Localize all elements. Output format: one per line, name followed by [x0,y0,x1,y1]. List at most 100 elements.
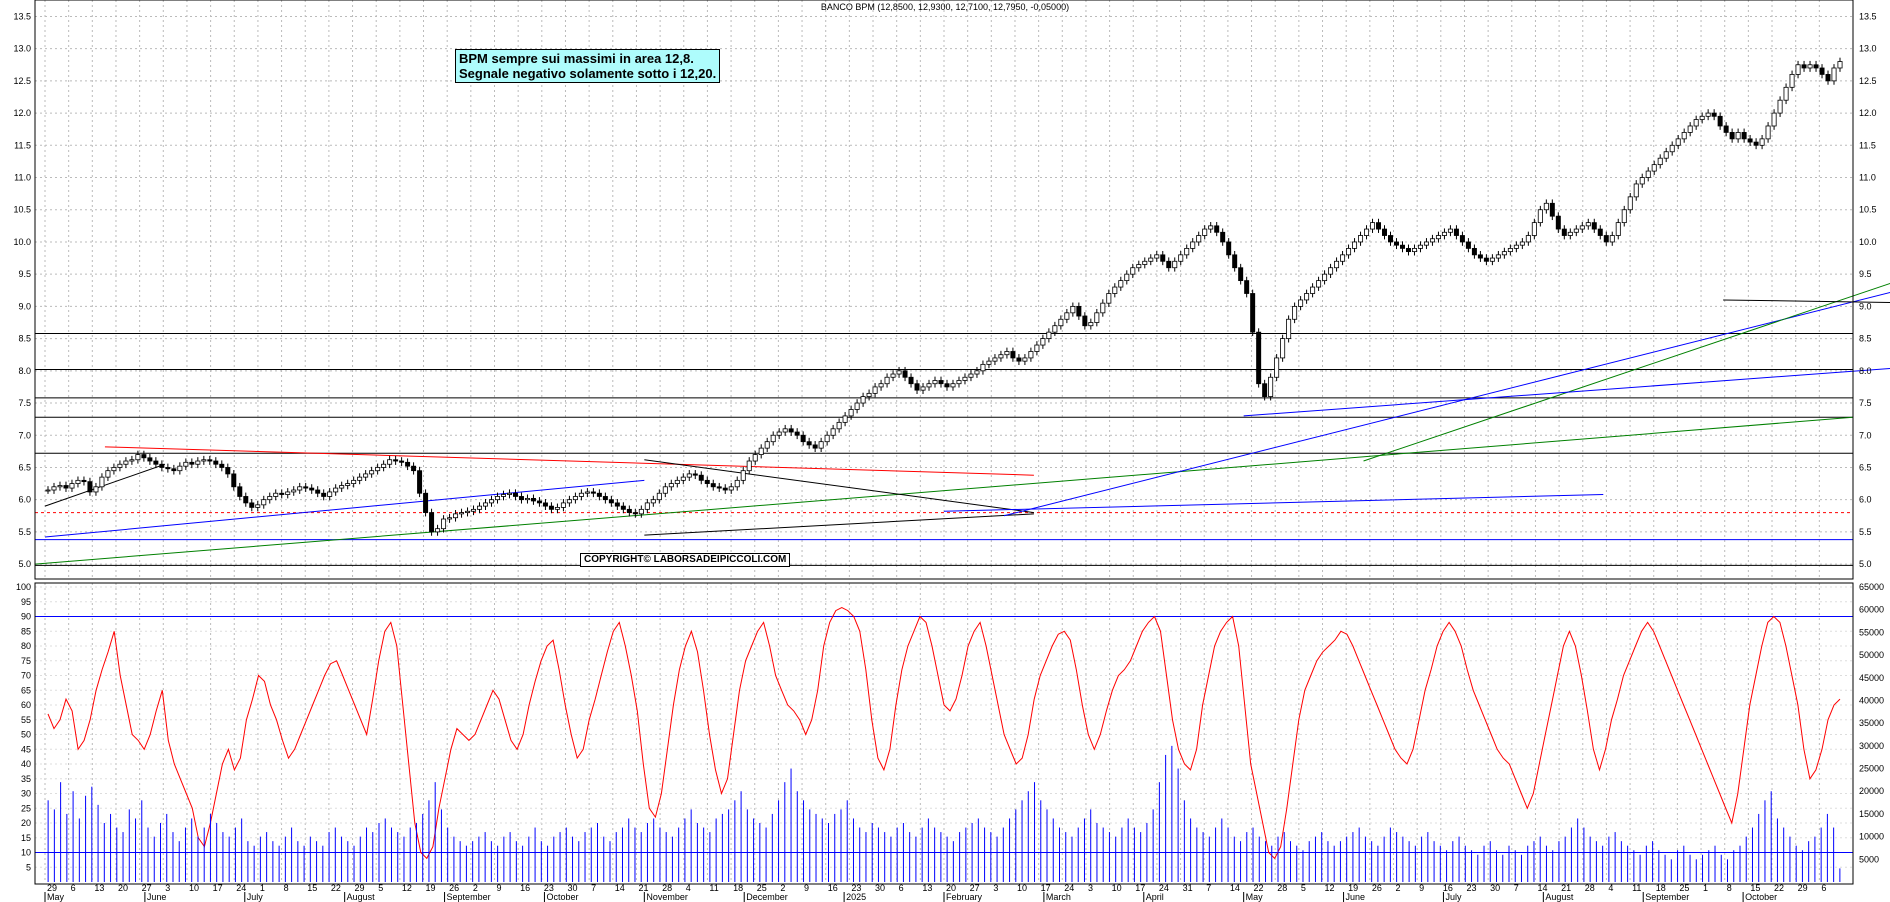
candle-body [1262,383,1268,397]
x-tick-label: 27 [970,883,980,893]
annotation-line-2: Segnale negativo solamente sotto i 12,20… [459,66,717,81]
x-tick-label: 21 [638,883,648,893]
candle-body [1615,222,1621,236]
candle-body [1340,254,1346,262]
volume-y-tick-label: 45000 [1859,673,1884,683]
y-tick-label-left: 6.0 [18,495,31,505]
y-tick-label-left: 7.0 [18,430,31,440]
candle-body [1741,132,1747,140]
candle-body [321,492,327,497]
candle-body [866,392,872,397]
candle-body [620,505,626,510]
candle-body [285,491,291,495]
candle-body [1064,312,1070,320]
x-month-label: July [1445,892,1462,902]
x-tick-label: 20 [118,883,128,893]
candle-body [1166,260,1172,269]
candle-body [1789,74,1795,88]
candle-body [1465,241,1471,249]
x-tick-label: 10 [189,883,199,893]
candle-body [1046,331,1052,340]
x-tick-label: 3 [165,883,170,893]
candle-body [1358,235,1364,243]
candle-body [1364,228,1370,236]
candle-body [590,491,596,494]
candle-body [63,485,69,489]
oscillator [35,607,1853,860]
candle-body [411,465,417,472]
y-tick-label-right: 13.0 [1859,44,1877,54]
x-tick-label: 9 [1419,883,1424,893]
candle-body [1765,125,1771,140]
candle-body [1280,338,1286,359]
candle-body [1004,351,1010,356]
candle-body [758,447,764,455]
y-tick-label-left: 13.0 [13,44,31,54]
x-tick-label: 19 [1348,883,1358,893]
trendline [644,459,1034,514]
x-month-label: October [1745,892,1777,902]
candle-body [1723,125,1729,133]
trendline [943,494,1604,512]
candle-body [1651,164,1657,172]
candle-body [1196,235,1202,243]
x-tick-label: 28 [662,883,672,893]
candle-body [1172,260,1178,269]
x-month-label: May [1246,892,1264,902]
trendline [1723,299,1890,304]
candle-body [686,473,692,478]
candle-body [1669,144,1675,153]
x-tick-label: 7 [1514,883,1519,893]
candle-body [1130,267,1136,275]
oscillator-line [47,607,1841,860]
candle-body [860,396,866,404]
candle-body [1837,61,1843,69]
x-month-label: September [1645,892,1689,902]
candle-body [1555,215,1561,230]
y-tick-label-left: 5.5 [18,527,31,537]
candle-body [1747,138,1753,143]
x-tick-label: 12 [1325,883,1335,893]
x-tick-label: 7 [591,883,596,893]
candle-body [117,463,123,468]
candle-body [812,444,818,449]
candle-body [147,457,153,462]
trendline [44,463,166,507]
osc-y-tick-label: 10 [21,848,31,858]
candle-body [1795,64,1801,75]
candle-body [782,428,788,433]
osc-y-tick-label: 15 [21,833,31,843]
candle-body [165,467,171,470]
copyright-label: COPYRIGHT© LABORSADEIPICCOLI.COM [580,553,791,567]
candle-body [483,502,489,507]
x-tick-label: 23 [1466,883,1476,893]
y-tick-label-right: 11.5 [1859,140,1876,150]
candle-body [1513,244,1519,249]
volume-y-tick-label: 25000 [1859,764,1884,774]
candle-body [848,409,854,417]
oscillator-panel-frame [34,582,1854,885]
candle-body [662,486,668,494]
candle-body [1813,64,1819,69]
x-tick-label: 2 [1396,883,1401,893]
candle-body [1585,222,1591,227]
candle-body [1346,247,1352,256]
candle-body [261,499,267,506]
annotation-line-1: BPM sempre sui massimi in area 12,8. [459,51,694,66]
x-tick-label: 25 [757,883,767,893]
y-tick-label-left: 13.5 [13,11,31,21]
candle-body [722,487,728,491]
candle-body [1370,222,1376,230]
candle-body [1094,312,1100,323]
candle-body [1142,260,1148,265]
y-tick-label-left: 9.0 [18,301,31,311]
candle-body [884,376,890,385]
y-tick-label-right: 10.0 [1859,237,1877,247]
y-tick-label-left: 9.5 [18,269,31,279]
x-tick-label: 10 [1112,883,1122,893]
candle-body [357,476,363,481]
osc-y-tick-label: 75 [21,656,31,666]
candle-body [327,491,333,497]
candle-body [1286,318,1292,340]
x-month-label: July [247,892,264,902]
